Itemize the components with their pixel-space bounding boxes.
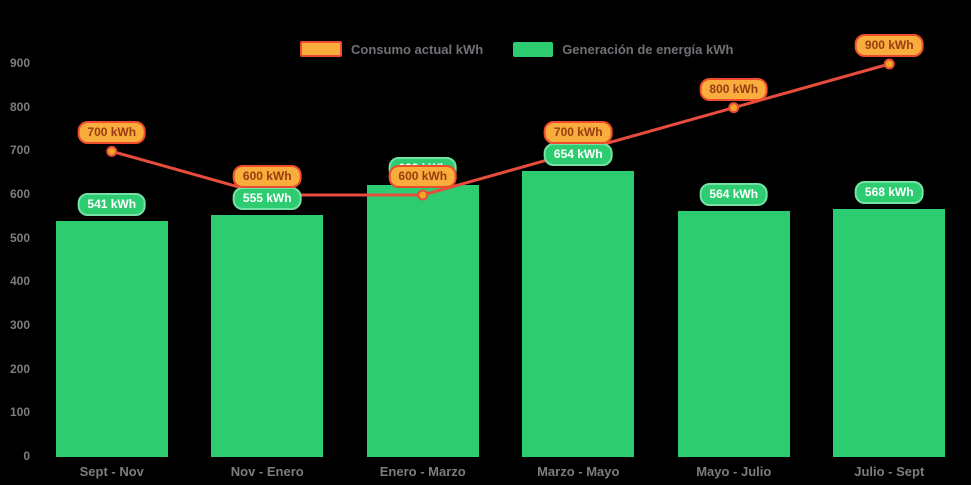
generation-bar[interactable]	[677, 210, 790, 457]
generation-value-label: 555 kWh	[232, 186, 302, 210]
consumption-point[interactable]	[106, 145, 118, 157]
consumo-swatch-icon	[300, 41, 342, 57]
generation-bar[interactable]	[211, 214, 324, 457]
generation-value-label: 564 kWh	[699, 182, 769, 206]
consumption-line	[111, 62, 890, 197]
generation-value-label: 654 kWh	[543, 143, 613, 167]
y-tick-label: 800	[9, 99, 30, 114]
y-tick-label: 600	[9, 187, 30, 201]
legend-item-consumo[interactable]: Consumo actual kWh	[300, 41, 483, 57]
legend-label-generacion: Generación de energía kWh	[562, 41, 734, 57]
y-tick-label: 200	[9, 361, 30, 376]
consumption-value-label: 700 kWh	[77, 121, 147, 145]
x-axis-label: Nov - Enero	[230, 464, 304, 479]
x-axis-label: Julio - Sept	[854, 464, 925, 479]
x-axis-label: Sept - Nov	[79, 464, 144, 479]
generation-bar[interactable]	[833, 208, 946, 457]
consumption-point[interactable]	[728, 102, 740, 114]
y-tick-label: 300	[9, 318, 30, 332]
x-axis-label: Mayo - Julio	[696, 464, 772, 479]
y-tick-label: 900	[9, 56, 30, 70]
chart-legend: Consumo actual kWh Generación de energía…	[300, 41, 733, 57]
consumption-value-label: 600 kWh	[232, 165, 302, 188]
y-tick-label: 100	[9, 405, 30, 420]
y-tick-label: 500	[9, 230, 30, 245]
generacion-swatch-icon	[513, 41, 554, 57]
generation-bar[interactable]	[522, 171, 635, 457]
x-axis-label: Enero - Marzo	[379, 464, 466, 479]
consumption-value-label: 600 kWh	[388, 165, 458, 188]
consumption-point[interactable]	[417, 189, 429, 201]
y-tick-label: 400	[9, 274, 30, 289]
consumption-value-label: 900 kWh	[854, 34, 924, 57]
generation-bar[interactable]	[55, 220, 168, 457]
consumption-value-label: 700 kWh	[543, 121, 613, 145]
generation-value-label: 541 kWh	[77, 192, 147, 216]
generation-value-label: 568 kWh	[854, 180, 924, 204]
consumption-value-label: 800 kWh	[699, 77, 769, 101]
generation-bar[interactable]	[366, 185, 479, 457]
y-tick-label: 700	[9, 143, 30, 158]
y-tick-label: 0	[23, 449, 30, 463]
legend-label-consumo: Consumo actual kWh	[351, 41, 484, 57]
x-axis-label: Marzo - Mayo	[537, 464, 620, 479]
consumption-point[interactable]	[883, 58, 895, 70]
legend-item-generacion[interactable]: Generación de energía kWh	[513, 41, 734, 57]
